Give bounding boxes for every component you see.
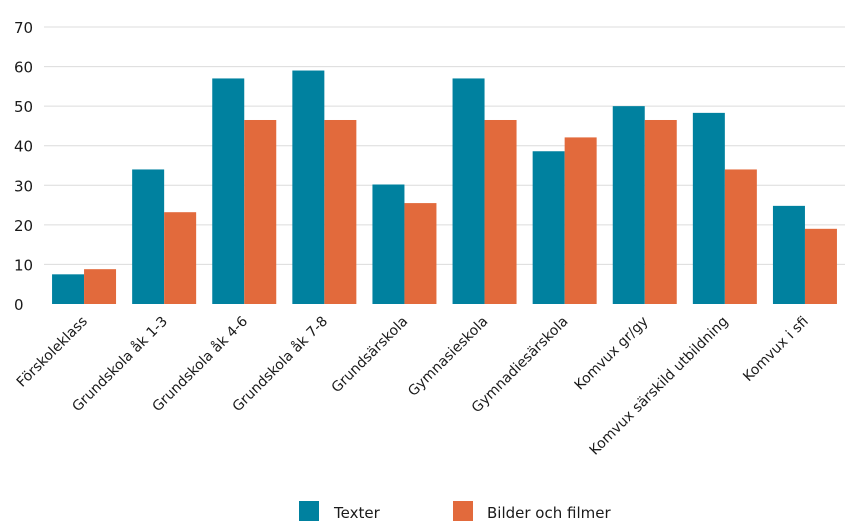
y-tick-label: 50: [14, 98, 33, 116]
legend: Texter Bilder och filmer: [299, 501, 611, 522]
legend-label-bilder-och-filmer: Bilder och filmer: [487, 504, 611, 522]
legend-swatch-texter: [299, 501, 319, 521]
y-tick-label: 70: [14, 19, 33, 37]
bar-texter: [372, 184, 405, 304]
bar-texter: [692, 112, 725, 305]
bar-texter: [532, 151, 565, 304]
bar-bilder-och-filmer: [644, 119, 677, 304]
x-category-label: Komvux i sfi: [740, 314, 811, 385]
bar-texter: [612, 106, 645, 305]
bar-bilder-och-filmer: [724, 169, 757, 304]
x-category-label: Komvux gr/gy: [572, 314, 652, 394]
bar-bilder-och-filmer: [84, 269, 117, 304]
bar-bilder-och-filmer: [164, 212, 197, 304]
y-axis-ticks: 0 10 20 30 40 50 60 70: [14, 19, 33, 314]
y-tick-label: 0: [14, 296, 24, 314]
bar-texter: [132, 169, 165, 304]
legend-label-texter: Texter: [333, 504, 381, 522]
bars: [52, 70, 837, 305]
bar-bilder-och-filmer: [244, 119, 277, 304]
y-tick-label: 30: [14, 177, 33, 195]
y-tick-label: 60: [14, 59, 33, 77]
y-tick-label: 40: [14, 138, 33, 156]
bar-bilder-och-filmer: [484, 119, 517, 304]
x-category-label: Förskoleklass: [14, 314, 91, 391]
x-category-label: Komvux särskild utbildning: [587, 314, 732, 459]
y-tick-label: 20: [14, 217, 33, 235]
y-tick-label: 10: [14, 256, 33, 274]
legend-swatch-bilder-och-filmer: [453, 501, 473, 521]
bar-texter: [772, 205, 805, 304]
bar-bilder-och-filmer: [804, 228, 837, 304]
x-category-label: Grundsärskola: [329, 314, 412, 397]
x-category-label: Gymnasieskola: [405, 314, 491, 400]
bar-bilder-och-filmer: [324, 119, 357, 304]
bar-texter: [292, 70, 325, 305]
bar-bilder-och-filmer: [404, 203, 437, 304]
bar-texter: [52, 274, 85, 304]
bar-bilder-och-filmer: [564, 137, 597, 304]
bar-texter: [212, 78, 245, 304]
bar-texter: [452, 78, 485, 304]
